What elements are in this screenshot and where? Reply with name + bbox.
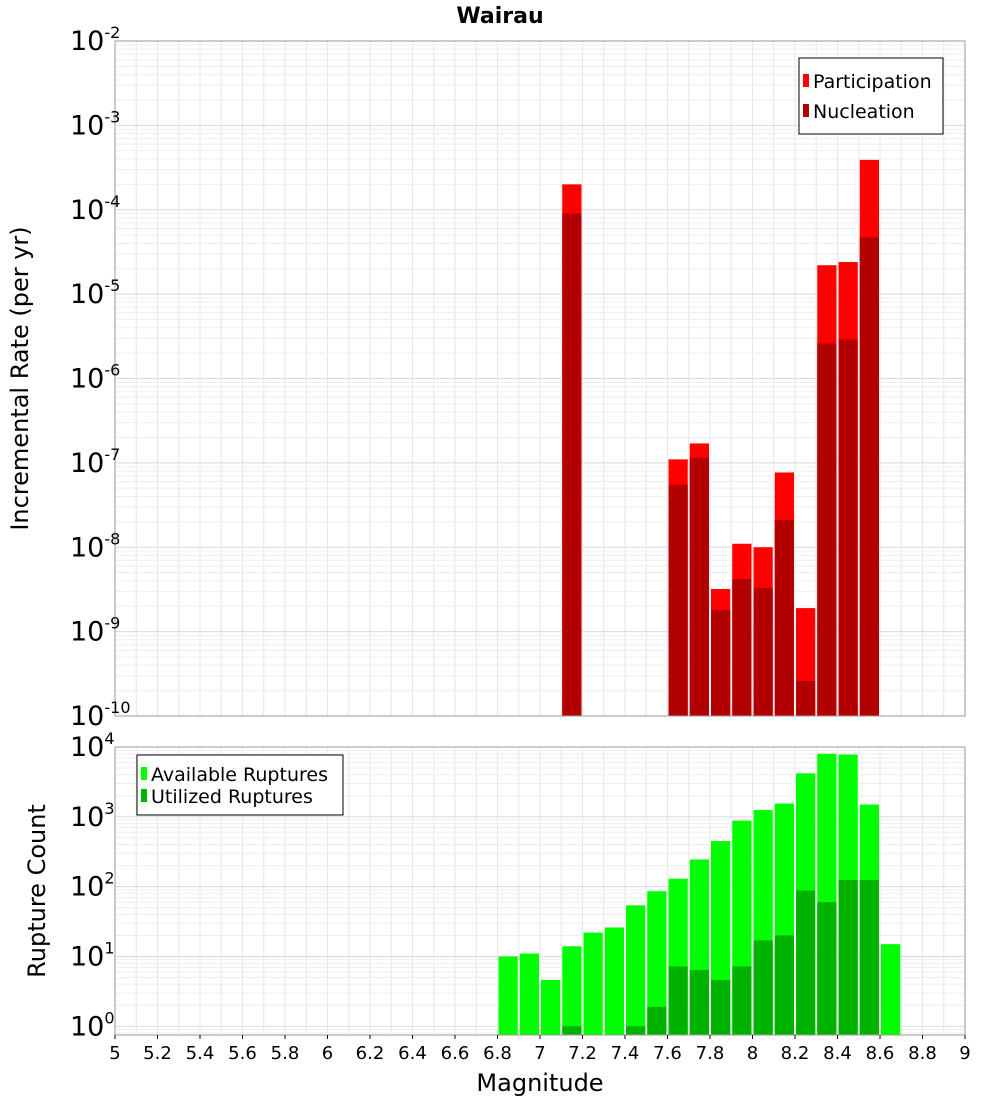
bar-nucleation	[859, 237, 879, 716]
bar-nucleation	[562, 213, 582, 717]
bar-nucleation	[732, 579, 752, 716]
panel-2: 104 103 102 101 100 Rupture Count Available Ru…	[23, 729, 966, 1042]
bar-utilized-ruptures	[753, 940, 773, 1035]
bar-nucleation	[817, 343, 837, 716]
legend-box	[136, 754, 344, 816]
legend-label: Nucleation	[813, 101, 915, 123]
x-tick-label: 8	[747, 1043, 758, 1064]
x-tick-label: 6.8	[483, 1043, 512, 1064]
y-tick-label: 10-4	[70, 192, 120, 226]
x-tick-label: 5.8	[271, 1043, 300, 1064]
y-tick-label: 103	[70, 799, 115, 833]
bar-available-ruptures	[881, 944, 901, 1035]
bar-available-ruptures	[541, 980, 561, 1035]
x-tick-label: 7	[534, 1043, 545, 1064]
x-axis-label: Magnitude	[476, 1069, 603, 1097]
legend-swatch	[803, 74, 809, 87]
bar-nucleation	[774, 520, 794, 716]
y-tick-label: 102	[70, 869, 115, 903]
bar-utilized-ruptures	[647, 1006, 667, 1035]
x-tick-label: 5.2	[143, 1043, 172, 1064]
bar-utilized-ruptures	[838, 879, 858, 1035]
x-tick-label: 5	[109, 1043, 120, 1064]
y-tick-label: 10-10	[70, 698, 131, 732]
bar-nucleation	[796, 680, 816, 716]
x-axis-ticks: 5 5.2 5.4 5.6 5.8 6 6.2 6.4 6.6 6.8 7 7.2 7.4 7.6 7.8 8…	[109, 1035, 971, 1064]
panel-1: 10-2 10-3 10-4 10-5 10-6 10-7 10-8 10-9 10-10 Inc…	[6, 23, 966, 732]
legend: Participation Nucleation	[798, 57, 944, 135]
bar-utilized-ruptures	[668, 966, 688, 1035]
bar-nucleation	[668, 484, 688, 716]
x-tick-label: 7.4	[611, 1043, 640, 1064]
bar-nucleation	[753, 587, 773, 716]
x-tick-label: 6.2	[356, 1043, 385, 1064]
bar-utilized-ruptures	[732, 966, 752, 1035]
bar-utilized-ruptures	[796, 890, 816, 1035]
x-tick-label: 7.8	[696, 1043, 725, 1064]
legend-label: Utilized Ruptures	[151, 786, 313, 808]
legend-swatch	[141, 767, 147, 780]
bar-available-ruptures	[626, 905, 646, 1035]
y-axis-label: Rupture Count	[23, 804, 51, 978]
legend-swatch	[803, 104, 809, 117]
bar-utilized-ruptures	[711, 980, 731, 1035]
bar-nucleation	[838, 339, 858, 716]
x-tick-label: 7.2	[568, 1043, 597, 1064]
x-tick-label: 5.6	[228, 1043, 257, 1064]
x-tick-label: 8.8	[908, 1043, 937, 1064]
legend-label: Available Ruptures	[151, 764, 328, 786]
bar-utilized-ruptures	[626, 1026, 646, 1035]
bar-utilized-ruptures	[774, 935, 794, 1035]
chart-title: Wairau	[456, 4, 543, 29]
bar-available-ruptures	[647, 891, 667, 1035]
x-tick-label: 8.6	[866, 1043, 895, 1064]
bar-available-ruptures	[519, 953, 539, 1035]
x-tick-label: 8.4	[823, 1043, 852, 1064]
x-tick-label: 6.6	[441, 1043, 470, 1064]
bar-utilized-ruptures	[859, 879, 879, 1035]
plot-border	[114, 40, 966, 717]
bar-available-ruptures	[562, 946, 582, 1035]
bar-available-ruptures	[604, 927, 624, 1035]
y-tick-label: 10-8	[70, 529, 120, 563]
x-tick-label: 5.4	[186, 1043, 215, 1064]
y-tick-label: 10-5	[70, 276, 120, 310]
y-tick-label: 104	[70, 729, 115, 763]
legend-label: Participation	[813, 71, 932, 93]
y-tick-label: 10-2	[70, 23, 120, 57]
y-tick-label: 10-9	[70, 614, 120, 648]
bar-nucleation	[689, 457, 709, 716]
x-tick-label: 9	[959, 1043, 970, 1064]
y-tick-label: 100	[70, 1008, 115, 1042]
y-tick-label: 10-3	[70, 107, 120, 141]
bar-utilized-ruptures	[689, 969, 709, 1035]
legend-swatch	[141, 789, 147, 802]
y-axis-label: Incremental Rate (per yr)	[6, 226, 34, 530]
x-tick-label: 6.4	[398, 1043, 427, 1064]
legend-box	[798, 57, 944, 135]
bar-utilized-ruptures	[562, 1026, 582, 1035]
y-tick-label: 10-6	[70, 361, 120, 395]
bar-available-ruptures	[583, 932, 603, 1035]
y-tick-label: 101	[70, 938, 115, 972]
bar-available-ruptures	[498, 956, 518, 1035]
x-tick-label: 7.6	[653, 1043, 682, 1064]
bar-utilized-ruptures	[817, 902, 837, 1035]
bar-nucleation	[711, 610, 731, 716]
x-tick-label: 6	[322, 1043, 333, 1064]
y-tick-label: 10-7	[70, 445, 120, 479]
x-tick-label: 8.2	[781, 1043, 810, 1064]
